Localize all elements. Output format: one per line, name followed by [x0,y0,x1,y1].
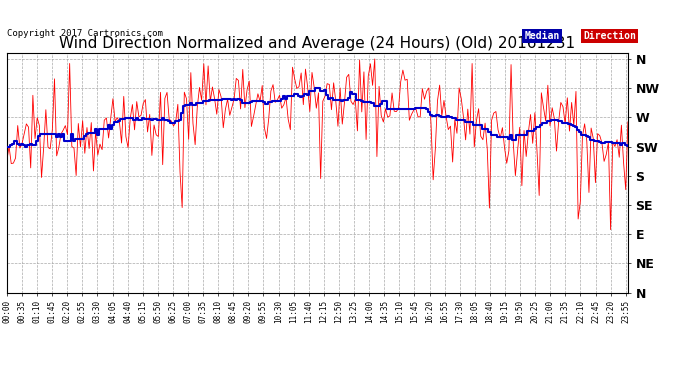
Text: Median: Median [524,31,560,40]
Text: Direction: Direction [583,31,636,40]
Title: Wind Direction Normalized and Average (24 Hours) (Old) 20161231: Wind Direction Normalized and Average (2… [59,36,575,51]
Text: Copyright 2017 Cartronics.com: Copyright 2017 Cartronics.com [7,28,163,38]
